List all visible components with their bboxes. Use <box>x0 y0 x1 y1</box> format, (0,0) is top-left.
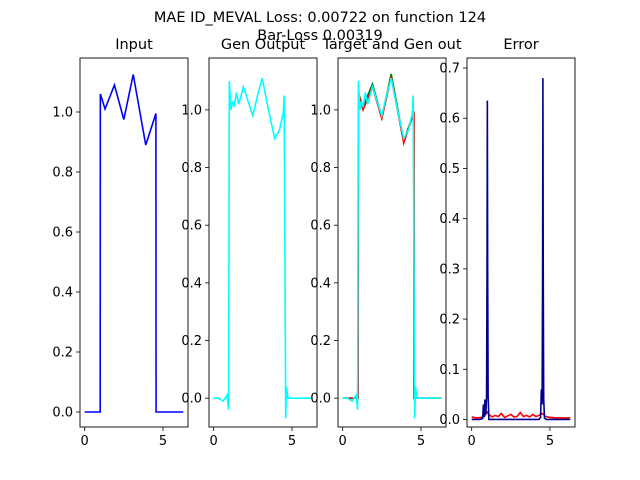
error-y-tick-label: 0.3 <box>439 262 460 277</box>
target-gen-x-tick-label: 0 <box>339 434 347 449</box>
error-x-tick-label: 0 <box>468 434 476 449</box>
target-gen-plot-area <box>342 73 442 419</box>
target-gen-y-tick-label: 1.0 <box>310 103 331 118</box>
input-panel: Input 0 5 0.0 0.2 0.4 0.6 0.8 1.0 <box>52 37 189 450</box>
error-y-tick-label: 0.7 <box>439 62 460 77</box>
error-y-tick-label: 0.0 <box>439 413 460 428</box>
target-gen-axes-frame <box>337 57 447 428</box>
gen-output-y-tick-label: 0.4 <box>181 276 202 291</box>
gen-output-y-tick-label: 0.8 <box>181 161 202 176</box>
input-y-tick-label: 0.6 <box>52 226 73 241</box>
error-y-tick-label: 0.2 <box>439 313 460 328</box>
gen-output-x-tick-label: 0 <box>210 434 218 449</box>
gen-output-y-tick-label: 1.0 <box>181 103 202 118</box>
error-y-tick-label: 0.5 <box>439 162 460 177</box>
target-gen-ticks: 0 5 0.0 0.2 0.4 0.6 0.8 1.0 <box>310 103 425 449</box>
input-y-tick-label: 0.4 <box>52 286 73 301</box>
error-y-tick-label: 0.4 <box>439 212 460 227</box>
error-x-tick-label: 5 <box>546 434 554 449</box>
input-y-tick-label: 1.0 <box>52 106 73 121</box>
input-x-tick-label: 0 <box>81 434 89 449</box>
gen-output-ticks: 0 5 0.0 0.2 0.4 0.6 0.8 1.0 <box>181 103 296 449</box>
target-gen-y-tick-label: 0.2 <box>310 334 331 349</box>
target-gen-panel: Target and Gen out 0 5 0.0 0.2 0.4 0.6 0.8 1.0 <box>310 37 462 449</box>
input-y-tick-label: 0.0 <box>52 406 73 421</box>
gen-output-y-tick-label: 0.6 <box>181 219 202 234</box>
input-panel-title: Input <box>115 37 153 53</box>
error-ticks: 0 5 0.0 0.1 0.2 0.3 0.4 0.5 0.6 0.7 <box>439 62 554 449</box>
gen-output-panel: Gen Output 0 5 0.0 0.2 0.4 0.6 0.8 1.0 <box>181 37 318 449</box>
target-gen-y-tick-label: 0.8 <box>310 161 331 176</box>
figure-title: MAE ID_MEVAL Loss: 0.00722 on function 1… <box>154 10 486 26</box>
target-gen-y-tick-label: 0.4 <box>310 276 331 291</box>
input-plot-area <box>84 74 184 413</box>
input-ticks: 0 5 0.0 0.2 0.4 0.6 0.8 1.0 <box>52 106 167 450</box>
error-panel: Error 0 5 0.0 0.1 0.2 0.3 0.4 0.5 0.6 0.7 <box>439 37 576 449</box>
error-y-tick-label: 0.1 <box>439 363 460 378</box>
gen-output-axes-frame <box>208 57 318 428</box>
error-axes-frame <box>466 57 576 428</box>
gen-output-series-line-0 <box>213 77 313 419</box>
error-y-tick-label: 0.6 <box>439 112 460 127</box>
error-series-line-1 <box>471 78 571 421</box>
target-gen-panel-title: Target and Gen out <box>321 37 461 53</box>
error-plot-area <box>471 78 571 421</box>
gen-output-panel-title: Gen Output <box>221 37 306 53</box>
target-gen-series-line-2 <box>342 77 442 419</box>
error-panel-title: Error <box>503 37 538 53</box>
input-axes-frame <box>79 57 189 428</box>
target-gen-y-tick-label: 0.0 <box>310 392 331 407</box>
input-series-line-0 <box>84 74 184 413</box>
input-x-tick-label: 5 <box>159 434 167 449</box>
input-y-tick-label: 0.8 <box>52 166 73 181</box>
input-y-tick-label: 0.2 <box>52 346 73 361</box>
gen-output-x-tick-label: 5 <box>288 434 296 449</box>
figure-subtitle: Bar-Loss 0.00319 <box>257 28 382 44</box>
target-gen-y-tick-label: 0.6 <box>310 219 331 234</box>
gen-output-y-tick-label: 0.2 <box>181 334 202 349</box>
gen-output-y-tick-label: 0.0 <box>181 392 202 407</box>
gen-output-plot-area <box>213 77 313 419</box>
target-gen-x-tick-label: 5 <box>417 434 425 449</box>
